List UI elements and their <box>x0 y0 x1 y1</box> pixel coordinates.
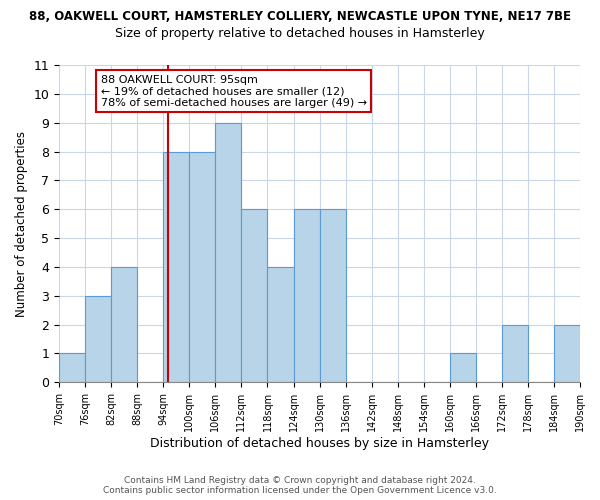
Bar <box>111 267 137 382</box>
Bar <box>450 354 476 382</box>
Text: Size of property relative to detached houses in Hamsterley: Size of property relative to detached ho… <box>115 28 485 40</box>
Bar <box>85 296 111 382</box>
Bar <box>502 324 528 382</box>
Bar <box>320 209 346 382</box>
Bar <box>293 209 320 382</box>
Bar <box>268 267 293 382</box>
Bar <box>59 354 85 382</box>
Bar <box>554 324 580 382</box>
X-axis label: Distribution of detached houses by size in Hamsterley: Distribution of detached houses by size … <box>150 437 489 450</box>
Y-axis label: Number of detached properties: Number of detached properties <box>15 130 28 316</box>
Bar <box>241 209 268 382</box>
Text: 88 OAKWELL COURT: 95sqm
← 19% of detached houses are smaller (12)
78% of semi-de: 88 OAKWELL COURT: 95sqm ← 19% of detache… <box>101 74 367 108</box>
Text: Contains HM Land Registry data © Crown copyright and database right 2024.
Contai: Contains HM Land Registry data © Crown c… <box>103 476 497 495</box>
Bar <box>163 152 190 382</box>
Bar <box>190 152 215 382</box>
Text: 88, OAKWELL COURT, HAMSTERLEY COLLIERY, NEWCASTLE UPON TYNE, NE17 7BE: 88, OAKWELL COURT, HAMSTERLEY COLLIERY, … <box>29 10 571 23</box>
Bar <box>215 122 241 382</box>
